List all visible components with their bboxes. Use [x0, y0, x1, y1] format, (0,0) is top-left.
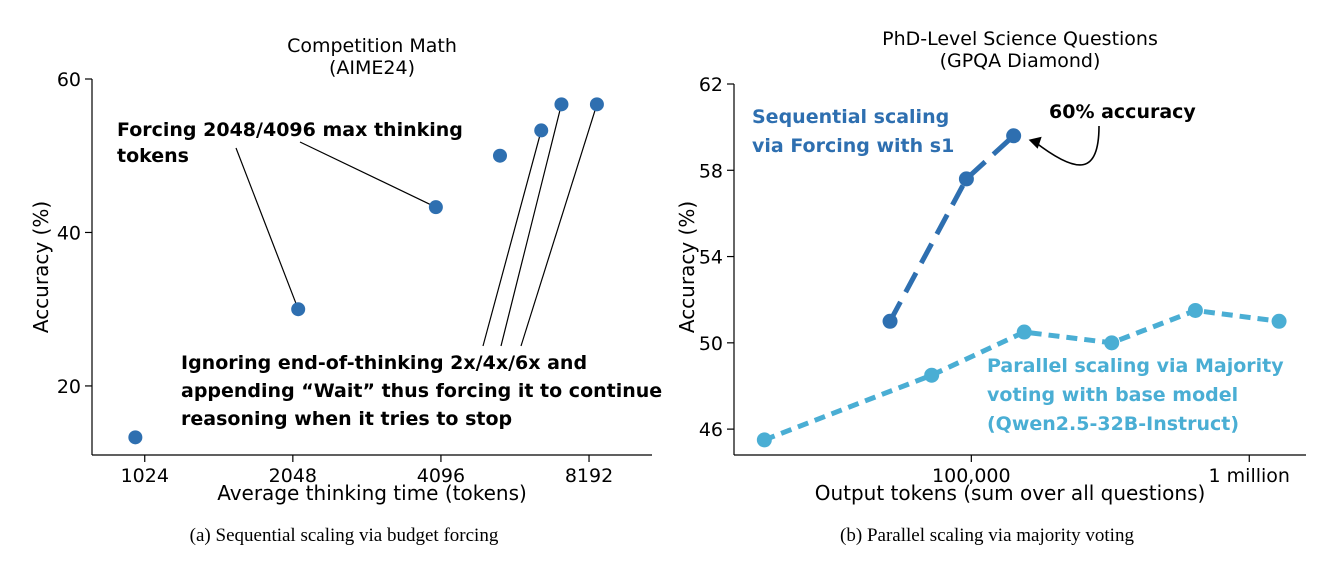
- panel-b-label-parallel: Parallel scaling via Majority voting wit…: [987, 355, 1290, 435]
- series-point: [882, 313, 898, 329]
- panel-b-title: PhD-Level Science Questions: [882, 28, 1158, 50]
- panel-a-y-ticks: 20 40 60: [57, 69, 92, 398]
- x-tick-label: 8192: [565, 465, 613, 487]
- panel-a-x-label: Average thinking time (tokens): [217, 481, 527, 505]
- scatter-point: [534, 123, 549, 138]
- series-label-line: voting with base model: [987, 384, 1238, 406]
- annotation-leader-line: [299, 141, 437, 208]
- series-label-line: via Forcing with s1: [752, 135, 954, 157]
- y-tick-label: 54: [699, 247, 723, 269]
- panel-a-subtitle: (AIME24): [329, 57, 415, 79]
- scatter-point: [291, 302, 306, 317]
- panel-a-title: Competition Math: [287, 35, 457, 57]
- panel-a-caption: (a) Sequential scaling via budget forcin…: [190, 525, 499, 546]
- scatter-point: [589, 97, 604, 112]
- panel-a-competition-math: Competition Math (AIME24) 20 40 60 1024 204…: [29, 35, 669, 546]
- series-point: [1271, 313, 1287, 329]
- annotation-leader-line: [235, 147, 299, 310]
- scatter-point: [128, 430, 143, 445]
- scatter-point: [428, 200, 443, 215]
- annotation-line: Forcing 2048/4096 max thinking: [117, 119, 463, 141]
- scatter-point: [492, 148, 507, 163]
- series-label-line: Parallel scaling via Majority: [987, 355, 1284, 377]
- annotation-line: tokens: [117, 145, 189, 167]
- annotation-line: reasoning when it tries to stop: [181, 408, 512, 430]
- y-tick-label: 50: [699, 333, 723, 355]
- panel-b-y-ticks: 46 50 54 58 62: [699, 74, 734, 441]
- y-tick-label: 60: [57, 69, 81, 91]
- panel-b-label-sequential: Sequential scaling via Forcing with s1: [752, 106, 956, 157]
- panel-a-annotation-ignoring: Ignoring end-of-thinking 2x/4x/6x and ap…: [181, 352, 669, 430]
- series-point: [1104, 335, 1120, 351]
- panel-b-annotation-60-accuracy: 60% accuracy: [1049, 101, 1196, 123]
- panel-a-y-label: Accuracy (%): [29, 201, 53, 333]
- y-tick-label: 40: [57, 222, 81, 244]
- panel-b-series: [756, 128, 1287, 448]
- annotation-line: appending “Wait” thus forcing it to cont…: [181, 380, 662, 402]
- panel-b-annotation-arrow: [1028, 125, 1100, 166]
- x-tick-label: 100,000: [932, 465, 1011, 487]
- y-tick-label: 62: [699, 74, 723, 96]
- annotation-arrow-curve: [1034, 125, 1100, 166]
- panel-a-points: [128, 97, 604, 445]
- series-label-line: Sequential scaling: [752, 106, 949, 128]
- panel-a-annotation-forcing: Forcing 2048/4096 max thinking tokens: [117, 119, 470, 167]
- panel-b-x-label: Output tokens (sum over all questions): [815, 481, 1206, 505]
- annotation-leader-line: [482, 130, 542, 347]
- annotation-leader-line: [520, 104, 598, 347]
- x-tick-label: 1 million: [1209, 465, 1290, 487]
- x-tick-label: 1024: [121, 465, 169, 487]
- panel-b-y-label: Accuracy (%): [675, 201, 699, 333]
- x-tick-label: 2048: [269, 465, 317, 487]
- series-sequential: [882, 128, 1022, 329]
- panel-a-annotation-leaders: [235, 104, 598, 347]
- y-tick-label: 58: [699, 160, 723, 182]
- x-tick-label: 4096: [417, 465, 465, 487]
- series-parallel: [756, 302, 1287, 448]
- series-line: [763, 307, 1280, 443]
- series-line: [887, 133, 1016, 323]
- series-point: [756, 432, 772, 448]
- panel-b-subtitle: (GPQA Diamond): [940, 50, 1101, 72]
- series-point: [958, 171, 974, 187]
- panel-b-caption: (b) Parallel scaling via majority voting: [840, 525, 1134, 546]
- series-point: [924, 367, 940, 383]
- series-label-line: (Qwen2.5-32B-Instruct): [987, 413, 1239, 435]
- series-point: [1187, 302, 1203, 318]
- scatter-point: [554, 97, 569, 112]
- series-point: [1006, 128, 1022, 144]
- panel-b-phd-science: PhD-Level Science Questions (GPQA Diamon…: [675, 28, 1306, 546]
- annotation-arrow-head: [1028, 136, 1042, 149]
- annotation-leader-line: [500, 104, 563, 347]
- y-tick-label: 20: [57, 376, 81, 398]
- series-point: [1016, 324, 1032, 340]
- panel-a-x-ticks: 1024 2048 4096 8192: [121, 455, 613, 487]
- annotation-line: Ignoring end-of-thinking 2x/4x/6x and: [181, 352, 587, 374]
- y-tick-label: 46: [699, 419, 723, 441]
- panel-b-x-ticks: 100,000 1 million: [932, 455, 1290, 487]
